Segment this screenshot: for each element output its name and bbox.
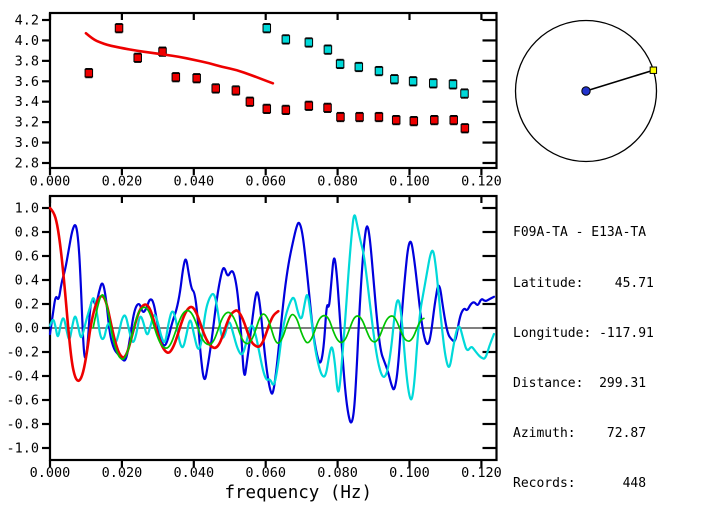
measured-dispersion-cyan-squares-marker <box>428 79 438 88</box>
measured-dispersion-red-squares-marker <box>323 103 332 113</box>
measured-dispersion-red-squares-marker <box>133 53 142 63</box>
y-tick-label: 0.0 <box>15 321 39 337</box>
measured-dispersion-red-squares-marker <box>192 73 201 83</box>
distance-readout: Distance: 299.31 <box>513 375 647 391</box>
y-tick-label: -1.0 <box>6 441 39 457</box>
x-tick-label: 0.040 <box>173 465 214 481</box>
measured-dispersion-red-squares-marker <box>211 84 220 93</box>
waveform-cyan <box>48 214 496 401</box>
measured-dispersion-cyan-squares-marker <box>390 74 399 84</box>
measured-dispersion-cyan-squares-marker <box>335 59 345 69</box>
y-tick-label: 0.4 <box>15 273 39 289</box>
x-tick-label: 0.000 <box>30 465 71 481</box>
waveform-blue <box>48 221 496 424</box>
y-tick-label: 1.0 <box>15 201 39 217</box>
measured-dispersion-red-squares-marker <box>449 115 458 125</box>
measured-dispersion-red-squares-marker <box>391 115 401 125</box>
x-axis-label: frequency (Hz) <box>224 483 372 503</box>
x-tick-label: 0.020 <box>102 174 143 190</box>
records-readout: Records: 448 <box>513 475 647 491</box>
measured-dispersion-cyan-squares-marker <box>262 23 272 33</box>
y-tick-label: 3.6 <box>15 74 39 90</box>
measured-dispersion-red-squares-marker <box>84 68 94 78</box>
measured-dispersion-red-squares-marker <box>409 116 419 126</box>
measured-dispersion-red-squares-marker <box>336 112 345 122</box>
y-tick-label: 0.2 <box>15 297 39 313</box>
x-tick-label: 0.060 <box>245 465 286 481</box>
measured-dispersion-cyan-squares-marker <box>460 89 469 98</box>
azimuth-line <box>585 69 654 92</box>
measured-dispersion-cyan-squares-marker <box>448 80 458 89</box>
station-pair-title: F09A-TA - E13A-TA <box>513 225 647 241</box>
y-tick-label: 3.4 <box>15 94 39 110</box>
y-tick-label: 0.6 <box>15 249 39 265</box>
y-tick-label: -0.8 <box>6 417 39 433</box>
measured-dispersion-cyan-squares-marker <box>354 62 364 72</box>
x-tick-label: 0.080 <box>317 174 358 190</box>
station-pair-info: F09A-TA - E13A-TA Latitude: 45.71 Longit… <box>513 192 654 519</box>
y-tick-label: -0.4 <box>6 369 39 385</box>
measured-dispersion-red-squares-marker <box>281 105 291 115</box>
measured-dispersion-red-squares-marker <box>114 23 124 33</box>
measured-dispersion-red-squares-marker <box>430 115 439 125</box>
measured-dispersion-red-squares-marker <box>374 112 384 122</box>
latitude-readout: Latitude: 45.71 <box>513 275 654 291</box>
waveform-red-bessel-fit <box>48 206 280 383</box>
measured-dispersion-cyan-squares-marker <box>323 45 333 54</box>
y-tick-label: 0.8 <box>15 225 39 241</box>
azimuth-circle <box>514 19 658 163</box>
measured-dispersion-red-squares-marker <box>355 112 364 122</box>
x-tick-label: 0.100 <box>389 465 430 481</box>
dispersion-velocity-vs-frequency-frame <box>48 11 498 170</box>
reference-dispersion-curve <box>84 31 275 85</box>
measured-dispersion-red-squares-marker <box>460 124 470 133</box>
azimuth-readout: Azimuth: 72.87 <box>513 425 647 441</box>
y-tick-label: 3.2 <box>15 115 39 131</box>
x-tick-label: 0.000 <box>30 174 71 190</box>
x-tick-label: 0.100 <box>389 174 430 190</box>
measured-dispersion-cyan-squares-marker <box>304 38 314 47</box>
x-tick-label: 0.120 <box>461 465 502 481</box>
x-tick-label: 0.080 <box>317 465 358 481</box>
y-tick-label: 4.2 <box>15 13 39 29</box>
y-tick-label: 4.0 <box>15 33 39 49</box>
measured-dispersion-cyan-squares-marker <box>281 35 291 44</box>
y-tick-label: 3.8 <box>15 53 39 69</box>
y-tick-label: -0.2 <box>6 345 39 361</box>
y-tick-label: 3.0 <box>15 135 39 151</box>
x-tick-label: 0.040 <box>173 174 214 190</box>
y-tick-label: -0.6 <box>6 393 39 409</box>
measured-dispersion-cyan-squares-marker <box>374 66 384 76</box>
x-tick-label: 0.060 <box>245 174 286 190</box>
waveform-green-bessel-fit <box>92 294 425 361</box>
measured-dispersion-red-squares-marker <box>245 97 255 106</box>
station-center-dot <box>581 86 591 96</box>
measured-dispersion-red-squares-marker <box>304 101 314 111</box>
x-tick-label: 0.020 <box>102 465 143 481</box>
measured-dispersion-cyan-squares-marker <box>408 77 418 86</box>
station-endpoint-marker <box>649 66 658 74</box>
measured-dispersion-red-squares-marker <box>262 104 272 114</box>
x-tick-label: 0.120 <box>461 174 502 190</box>
measured-dispersion-red-squares-marker <box>171 72 181 82</box>
measured-dispersion-red-squares-marker <box>231 86 241 95</box>
y-tick-label: 2.8 <box>15 156 39 172</box>
longitude-readout: Longitude: -117.91 <box>513 325 654 341</box>
